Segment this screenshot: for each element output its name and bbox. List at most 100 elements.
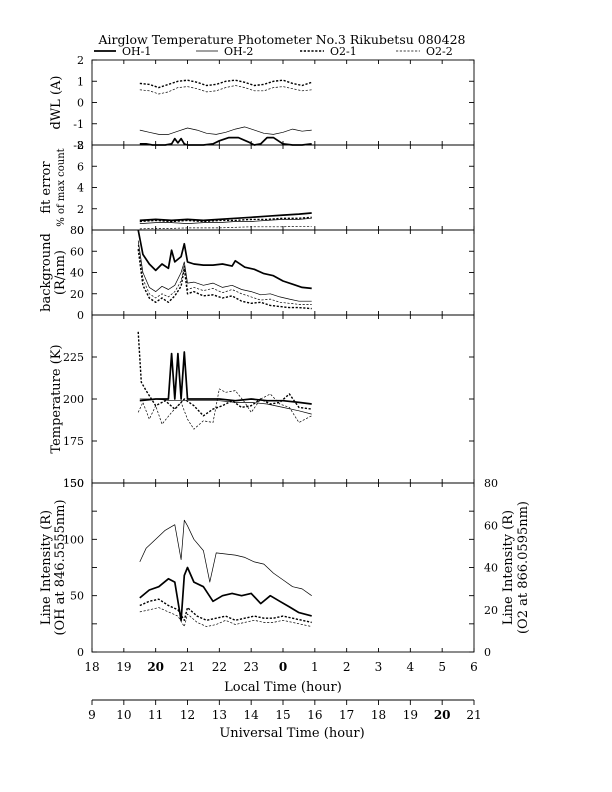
panel-frame — [91, 144, 475, 231]
series-line-o2-1 — [137, 249, 312, 310]
local-time-tick: 18 — [84, 660, 99, 674]
local-time-tick: 22 — [212, 660, 227, 674]
y-tick-label: 20 — [70, 288, 84, 301]
panel-temp: 225 200 175 150 Temperature (K) — [49, 314, 475, 490]
local-time-tick: 23 — [244, 660, 259, 674]
universal-time-tick: 19 — [403, 708, 418, 722]
series-line-oh-2 — [139, 126, 312, 135]
local-time-tick: 4 — [407, 660, 415, 674]
y-tick-label: 4 — [77, 182, 84, 195]
y-tick-label: 0 — [77, 309, 84, 322]
series-line-oh-1 — [139, 212, 312, 222]
local-time-tick: 5 — [438, 660, 446, 674]
y-tick-label: 2 — [77, 54, 84, 67]
series-line-o2-1 — [139, 598, 312, 624]
local-time-tick: 19 — [116, 660, 131, 674]
y-tick-label: 2 — [77, 203, 84, 216]
panel-frame — [91, 482, 475, 653]
y-tick-label: 200 — [63, 393, 84, 406]
universal-time-tick: 21 — [466, 708, 481, 722]
y-tick-label: 60 — [70, 245, 84, 258]
local-time-tick: 3 — [375, 660, 383, 674]
panel-frame — [91, 229, 475, 316]
y-axis-label: fit error — [39, 161, 54, 214]
universal-time-tick: 10 — [116, 708, 131, 722]
y-tick-label: 150 — [63, 477, 84, 490]
local-time-label: Local Time (hour) — [224, 680, 342, 695]
universal-time-tick: 16 — [307, 708, 322, 722]
legend: OH-1 OH-2 O2-1 O2-2 — [94, 45, 453, 58]
local-time-tick: 21 — [180, 660, 195, 674]
y-tick-label: 100 — [63, 533, 84, 546]
universal-time-tick: 13 — [212, 708, 227, 722]
y-tick-label: 1 — [77, 75, 84, 88]
series-line-o2-1 — [139, 79, 312, 89]
y-tick-label: 0 — [77, 646, 84, 659]
series-line-o2-2 — [139, 225, 312, 230]
local-time-tick: 6 — [470, 660, 478, 674]
legend-label: O2-2 — [426, 45, 453, 58]
y2-tick-label: 60 — [484, 519, 498, 532]
y2-tick-label: 40 — [484, 562, 498, 575]
y-tick-label: 0 — [77, 97, 84, 110]
y2-tick-label: 0 — [484, 646, 491, 659]
universal-time-tick: 9 — [88, 708, 96, 722]
series-line-oh-2 — [139, 398, 312, 415]
universal-time-label: Universal Time (hour) — [219, 726, 364, 741]
y-tick-label: -1 — [73, 118, 84, 131]
y-tick-label: 175 — [63, 435, 84, 448]
y2-tick-label: 80 — [484, 477, 498, 490]
y-tick-label: 40 — [70, 267, 84, 280]
universal-time-tick: 20 — [434, 708, 451, 722]
legend-label: OH-1 — [122, 45, 151, 58]
y-tick-label: 50 — [70, 590, 84, 603]
series-line-oh-1 — [139, 566, 312, 622]
local-time-tick: 0 — [279, 660, 287, 674]
universal-time-tick: 11 — [148, 708, 163, 722]
y-axis-label: (OH at 846.5555nm) — [53, 499, 68, 635]
series-line-o2-1 — [139, 216, 312, 223]
universal-time-tick: 12 — [180, 708, 195, 722]
y-tick-label: 8 — [77, 139, 84, 152]
series-line-oh-2 — [137, 240, 312, 302]
y2-axis-label: (O2 at 866.0595nm) — [516, 501, 531, 634]
y-axis-label: Temperature (K) — [49, 344, 64, 453]
legend-label: O2-1 — [330, 45, 357, 58]
series-line-o2-2 — [137, 388, 312, 430]
series-line-o2-2 — [139, 85, 312, 95]
panel-dwl: 2 1 0 -1 -2 dWL (A) — [49, 54, 475, 152]
panel-fit: 8 6 4 2 0 fit error% of max count — [39, 139, 475, 237]
series-line-o2-1 — [137, 331, 312, 417]
y-tick-label: 80 — [70, 224, 84, 237]
universal-time-tick: 17 — [339, 708, 354, 722]
y-tick-label: 0 — [77, 224, 84, 237]
y2-axis-label: Line Intensity (R) — [501, 510, 516, 625]
y-tick-label: -2 — [73, 139, 84, 152]
y2-tick-label: 20 — [484, 604, 498, 617]
series-line-oh-1 — [139, 351, 312, 405]
y-axis-label: background — [39, 233, 54, 312]
y-tick-label: 150 — [63, 477, 84, 490]
legend-label: OH-2 — [224, 45, 253, 58]
y-tick-label: 225 — [63, 351, 84, 364]
local-time-tick: 2 — [343, 660, 351, 674]
y-axis-label: dWL (A) — [49, 76, 64, 130]
series-line-oh-2 — [139, 217, 312, 224]
local-time-tick: 20 — [147, 660, 164, 674]
local-time-tick: 1 — [311, 660, 319, 674]
universal-time-tick: 18 — [371, 708, 386, 722]
universal-time-tick: 15 — [275, 708, 290, 722]
series-line-oh-1 — [137, 229, 312, 290]
panel-bg: 80 60 40 20 0 background (R/nm) — [39, 224, 475, 322]
y-axis-label: % of max count — [56, 148, 67, 226]
series-line-o2-2 — [137, 244, 312, 305]
universal-time-tick: 14 — [244, 708, 260, 722]
series-line-o2-2 — [139, 607, 312, 627]
y-axis-label: (R/nm) — [53, 250, 68, 295]
y-axis-label: Line Intensity (R) — [39, 510, 54, 625]
series-line-oh-1 — [139, 136, 312, 146]
series-line-oh-2 — [139, 519, 312, 596]
